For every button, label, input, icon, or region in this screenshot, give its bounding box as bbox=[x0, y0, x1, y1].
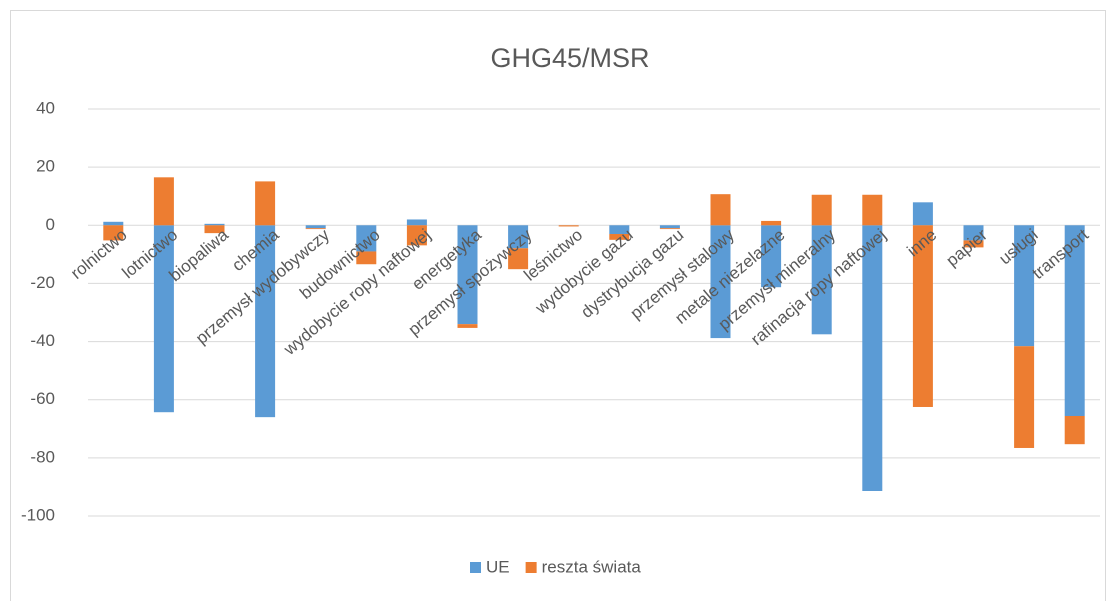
bar bbox=[204, 223, 225, 226]
bar bbox=[811, 225, 832, 335]
bar bbox=[963, 225, 984, 241]
bar bbox=[153, 177, 174, 226]
y-tick-label: -20 bbox=[30, 273, 55, 292]
bar bbox=[356, 225, 377, 252]
bar bbox=[912, 202, 933, 226]
bar bbox=[508, 248, 529, 270]
y-tick-label: -40 bbox=[30, 331, 55, 350]
bar bbox=[457, 324, 478, 328]
bar bbox=[811, 194, 832, 226]
bar bbox=[963, 240, 984, 248]
bar bbox=[103, 225, 124, 241]
bar bbox=[508, 225, 529, 249]
bar bbox=[1014, 225, 1035, 347]
y-tick-label: -60 bbox=[30, 389, 55, 408]
bar bbox=[912, 225, 933, 407]
bar bbox=[862, 225, 883, 491]
bar bbox=[204, 225, 225, 234]
bar bbox=[255, 181, 276, 226]
bar bbox=[305, 225, 326, 229]
bar bbox=[457, 225, 478, 325]
bar bbox=[558, 225, 579, 227]
bar bbox=[659, 225, 680, 229]
bar bbox=[1064, 415, 1085, 445]
y-tick-label: -80 bbox=[30, 447, 55, 466]
bar bbox=[710, 194, 731, 226]
legend-swatch bbox=[470, 562, 481, 573]
legend-swatch bbox=[525, 562, 537, 573]
bar bbox=[761, 225, 782, 288]
bar bbox=[609, 234, 630, 240]
bar bbox=[406, 219, 427, 226]
y-tick-label: 40 bbox=[36, 98, 55, 117]
bar bbox=[153, 225, 174, 413]
bar bbox=[255, 225, 276, 418]
bar bbox=[659, 228, 680, 230]
legend-label: reszta świata bbox=[542, 557, 642, 576]
bar bbox=[103, 221, 124, 226]
bar bbox=[761, 220, 782, 226]
bar bbox=[1014, 346, 1035, 448]
bar bbox=[862, 194, 883, 226]
chart-title: GHG45/MSR bbox=[490, 43, 649, 73]
bar bbox=[609, 225, 630, 235]
bar bbox=[710, 225, 731, 339]
bar bbox=[1064, 225, 1085, 416]
bar bbox=[305, 228, 326, 230]
bar bbox=[406, 225, 427, 246]
bar bbox=[356, 251, 377, 265]
y-tick-label: 20 bbox=[36, 157, 55, 176]
y-tick-label: 0 bbox=[46, 215, 55, 234]
legend-label: UE bbox=[486, 557, 510, 576]
y-tick-label: -100 bbox=[21, 505, 55, 524]
